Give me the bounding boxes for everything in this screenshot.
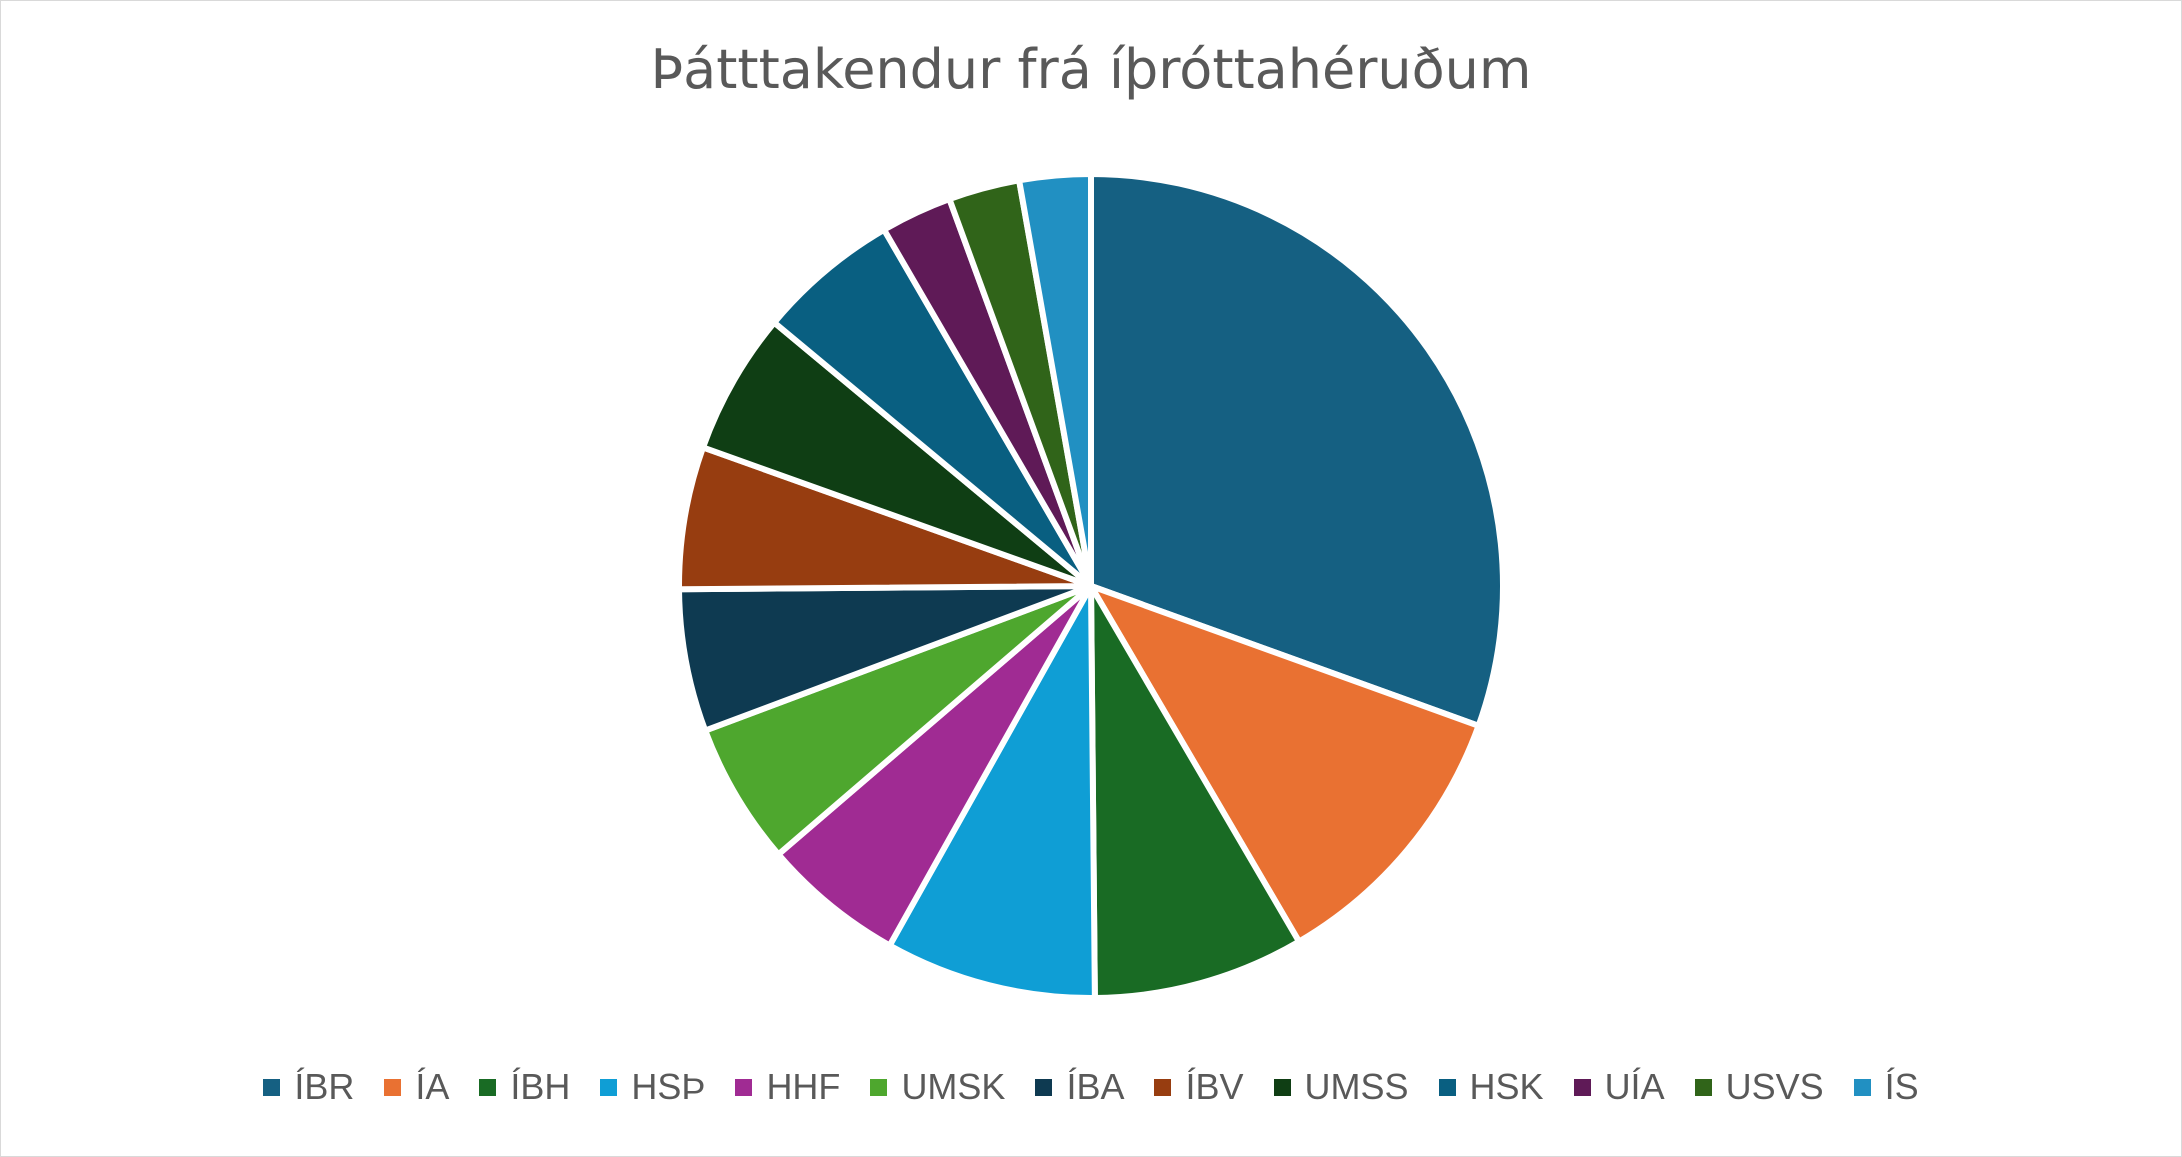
legend-item-iba: ÍBA <box>1035 1066 1124 1108</box>
legend-label: UMSS <box>1304 1066 1409 1107</box>
pie-slice-hsth <box>886 583 1098 1001</box>
pie-slice-ibh <box>1088 583 1303 1001</box>
legend-swatch <box>1273 1078 1291 1096</box>
legend-label: ÍBR <box>294 1066 355 1107</box>
legend-swatch <box>1694 1078 1712 1096</box>
legend-item-is: ÍS <box>1853 1066 1919 1108</box>
legend-label: HSÞ <box>631 1066 706 1107</box>
legend-swatch <box>1438 1078 1456 1096</box>
pie-slice-is <box>1016 171 1094 589</box>
pie-slices <box>676 171 1506 1001</box>
legend-label: ÍS <box>1884 1066 1919 1107</box>
legend-label: USVS <box>1725 1066 1824 1107</box>
legend-label: HSK <box>1469 1066 1544 1107</box>
legend-item-hsth: HSÞ <box>600 1066 705 1108</box>
legend-swatch <box>384 1078 402 1096</box>
legend-swatch <box>600 1078 618 1096</box>
chart-title: Þátttakendur frá íþróttahéruðum <box>650 38 1532 101</box>
legend-label: UÍA <box>1604 1066 1665 1107</box>
legend-item-ibr: ÍBR <box>263 1066 354 1108</box>
legend-item-umss: UMSS <box>1273 1066 1409 1108</box>
legend-item-hhf: HHF <box>735 1066 840 1108</box>
legend-label: UMSK <box>901 1066 1006 1107</box>
legend-item-uia: UÍA <box>1573 1066 1665 1108</box>
legend-swatch <box>870 1078 888 1096</box>
legend-item-hsk: HSK <box>1438 1066 1544 1108</box>
legend-label: ÍA <box>415 1066 450 1107</box>
legend-swatch <box>479 1078 497 1096</box>
legend-label: HHF <box>766 1066 841 1107</box>
legend-swatch <box>1853 1078 1871 1096</box>
legend-swatch <box>735 1078 753 1096</box>
legend-label: ÍBH <box>510 1066 571 1107</box>
legend-label: ÍBA <box>1066 1066 1125 1107</box>
legend-swatch <box>263 1078 281 1096</box>
legend-swatch <box>1154 1078 1172 1096</box>
legend-item-ibv: ÍBV <box>1154 1066 1244 1108</box>
pie-slice-ibr <box>1088 171 1506 729</box>
legend-item-ia: ÍA <box>384 1066 449 1108</box>
legend-swatch <box>1573 1078 1591 1096</box>
legend-item-umsk: UMSK <box>870 1066 1005 1108</box>
legend-swatch <box>1035 1078 1053 1096</box>
legend-label: ÍBV <box>1185 1066 1244 1107</box>
chart-legend: ÍBR ÍA ÍBH HSÞ HHF UMSK ÍBA ÍBV UMSS HSK UÍA USVS ÍS <box>0 1062 2182 1112</box>
pie-slice-ia <box>1088 583 1482 945</box>
legend-item-usvs: USVS <box>1694 1066 1824 1108</box>
legend-item-ibh: ÍBH <box>479 1066 570 1108</box>
